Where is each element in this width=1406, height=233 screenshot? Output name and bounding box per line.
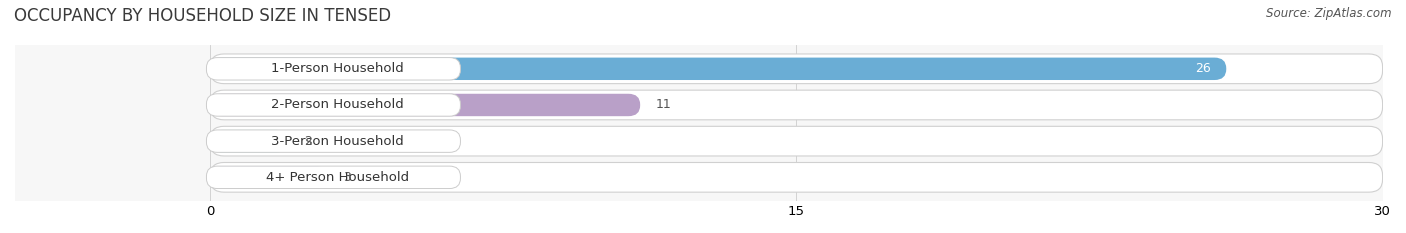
FancyBboxPatch shape — [207, 130, 460, 152]
FancyBboxPatch shape — [207, 58, 460, 80]
Text: 11: 11 — [655, 99, 672, 111]
FancyBboxPatch shape — [207, 166, 460, 188]
Text: 1-Person Household: 1-Person Household — [271, 62, 404, 75]
FancyBboxPatch shape — [211, 162, 1382, 192]
Text: Source: ZipAtlas.com: Source: ZipAtlas.com — [1267, 7, 1392, 20]
FancyBboxPatch shape — [211, 94, 640, 116]
FancyBboxPatch shape — [207, 94, 460, 116]
Text: 4+ Person Household: 4+ Person Household — [266, 171, 409, 184]
Text: OCCUPANCY BY HOUSEHOLD SIZE IN TENSED: OCCUPANCY BY HOUSEHOLD SIZE IN TENSED — [14, 7, 391, 25]
Text: 3: 3 — [343, 171, 352, 184]
FancyBboxPatch shape — [211, 90, 1382, 120]
Text: 26: 26 — [1195, 62, 1211, 75]
FancyBboxPatch shape — [211, 58, 1226, 80]
FancyBboxPatch shape — [211, 130, 288, 152]
Text: 2-Person Household: 2-Person Household — [271, 99, 404, 111]
FancyBboxPatch shape — [211, 126, 1382, 156]
Text: 3-Person Household: 3-Person Household — [271, 135, 404, 148]
FancyBboxPatch shape — [211, 166, 328, 188]
FancyBboxPatch shape — [211, 54, 1382, 84]
Text: 2: 2 — [304, 135, 312, 148]
